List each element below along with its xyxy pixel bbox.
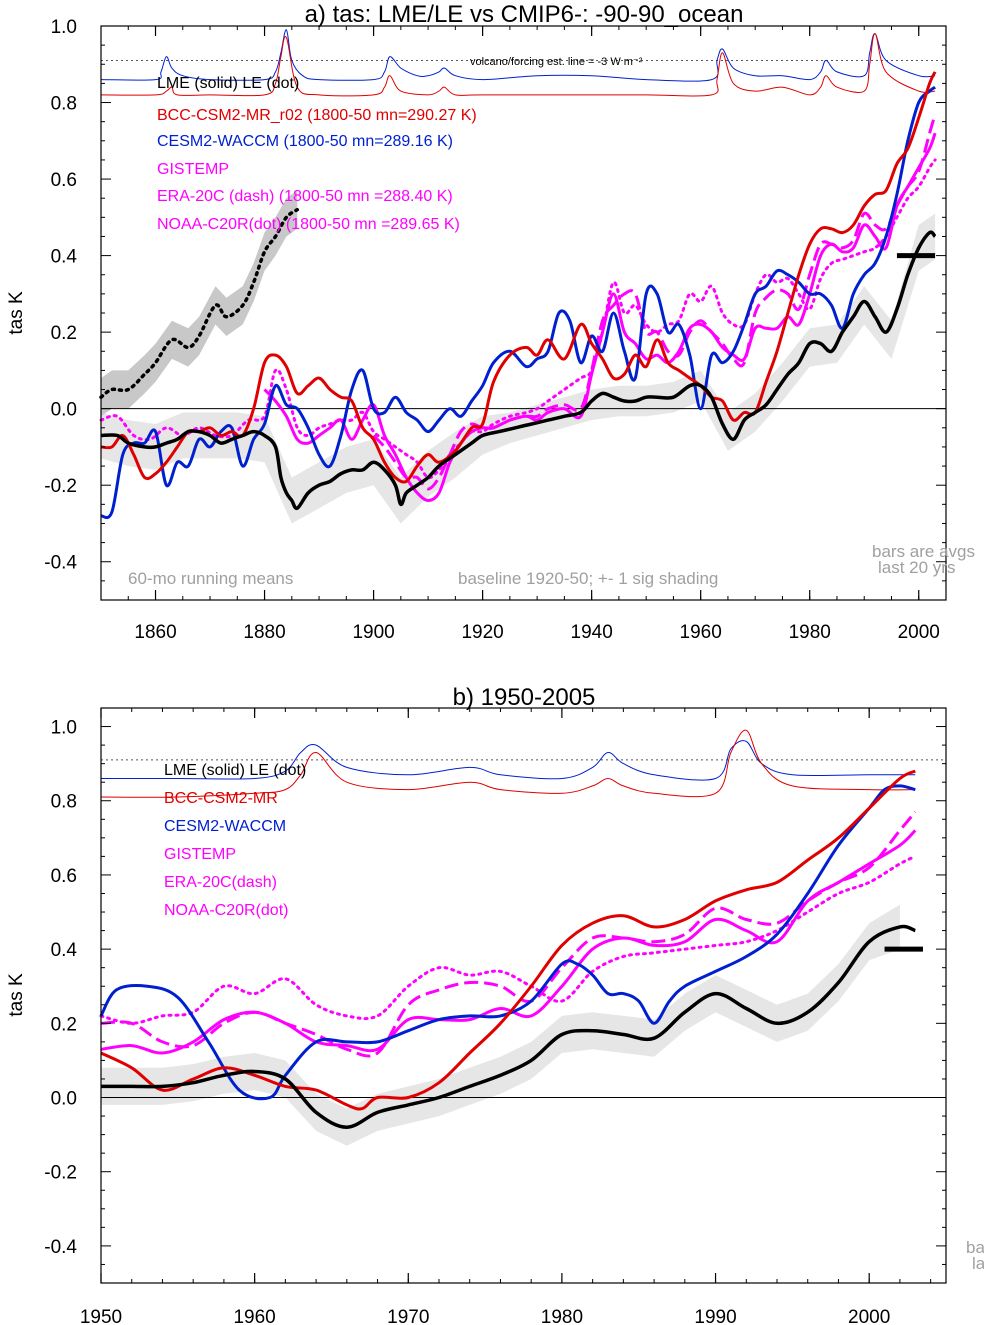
series-noaa-c20r [99,158,937,480]
panel-a-note-baseline: baseline 1920-50; +- 1 sig shading [458,569,718,588]
x-tick-label: 1960 [233,1307,275,1325]
panel-a-legend-cesm: CESM2-WACCM (1800-50 mn=289.16 K) [157,133,453,150]
y-tick-label: 0.2 [51,1014,77,1035]
y-tick-label: -0.4 [44,1237,77,1258]
panel-a-note-bars: bars are avgs [872,542,975,561]
panel-a-legend-gistemp: GISTEMP [157,161,229,178]
lme-sigma-band [101,904,900,1146]
y-tick-label: -0.2 [44,1163,77,1184]
volcano-forcing-bcc [100,33,936,97]
panel-b-ylabel: tas K [6,973,27,1017]
panel-a-legend-bcc: BCC-CSM2-MR_r02 (1800-50 mn=290.27 K) [157,107,477,124]
panel-a-note-last20: last 20 yrs [878,558,955,577]
y-tick-label: 0.2 [51,323,77,344]
series-bcc-csm2-mr [100,71,937,484]
y-tick-label: 0.4 [51,940,78,961]
panel-b-legend-bcc: BCC-CSM2-MR [164,790,278,807]
volcano-forcing-bcc [100,729,916,798]
y-tick-label: 0.0 [51,400,77,421]
x-tick-label: 1980 [541,1307,583,1325]
panel-b-axes: 1950 1960 1970 1980 1990 2000 -0.4 -0.2 0.0 0.2 0.… [44,708,946,1325]
panel-b-series [99,769,917,1129]
x-tick-label: 1990 [694,1307,736,1325]
y-tick-label: 0.8 [51,792,77,813]
x-tick-label: 1880 [243,622,285,643]
panel-b: b) 1950-2005 1950 1960 1970 1980 1990 2000 -0.… [6,684,984,1325]
lme-sigma-band [101,213,936,524]
x-tick-label: 1970 [387,1307,429,1325]
panel-a-legend-noaa: NOAA-C20R(dot) (1800-50 mn =289.65 K) [157,216,460,233]
panel-b-legend-noaa: NOAA-C20R(dot) [164,902,288,919]
x-tick-label: 1920 [461,622,503,643]
panel-a-legend-era20c: ERA-20C (dash) (1800-50 mn =288.40 K) [157,188,453,205]
x-tick-label: 1950 [80,1307,122,1325]
panel-a: a) tas: LME/LE vs CMIP6-: -90-90_ocean v… [6,1,975,643]
y-tick-label: 1.0 [51,718,77,739]
panel-b-legend-cesm: CESM2-WACCM [164,818,286,835]
x-tick-label: 1860 [134,622,176,643]
y-tick-label: 1.0 [51,17,77,38]
panel-b-legend-era20c: ERA-20C(dash) [164,874,277,891]
series-cesm2-waccm [100,85,937,520]
panel-b-frame [100,707,947,1284]
x-tick-label: 1980 [789,622,831,643]
series-era-20c [100,810,917,1058]
panel-a-legend-header: LME (solid) LE (dot) [157,75,299,92]
x-tick-label: 2000 [898,622,940,643]
y-tick-label: -0.4 [44,553,77,574]
y-tick-label: 0.8 [51,94,77,115]
panel-a-axes: 1860 1880 1900 1920 1940 1960 1980 2000 -0.4 -0.2… [44,17,947,643]
x-tick-label: 1960 [680,622,722,643]
panel-a-ylabel: tas K [6,291,27,335]
panel-a-legend: LME (solid) LE (dot) BCC-CSM2-MR_r02 (18… [157,75,477,233]
series-lme [101,924,916,1129]
y-tick-label: 0.6 [51,866,77,887]
panel-a-volcano-note: volcano/forcing est. line = -3 W m⁻² [470,56,643,68]
y-tick-label: 0.0 [51,1089,77,1110]
panel-b-volcano-forcing [100,729,946,798]
series-lme [100,230,937,511]
panel-b-note-bars: ba [966,1238,984,1257]
volcano-forcing-cesm [100,740,916,781]
panel-a-series [99,71,937,520]
series-era-20c [372,113,937,491]
panel-a-title: a) tas: LME/LE vs CMIP6-: -90-90_ocean [305,1,744,28]
y-tick-label: 0.4 [51,247,78,268]
x-tick-label: 2000 [848,1307,890,1325]
series-le [99,207,300,399]
panel-a-volcano-forcing [100,29,946,97]
panel-b-note-last20: la [972,1254,984,1273]
volcano-forcing-cesm [100,29,936,82]
panel-a-note-running-mean: 60-mo running means [128,569,293,588]
x-tick-label: 1940 [571,622,613,643]
y-tick-label: 0.6 [51,170,77,191]
y-tick-label: -0.2 [44,476,77,497]
series-cesm2-waccm [99,784,916,1101]
series-gistemp [100,829,917,1055]
x-tick-label: 1900 [352,622,394,643]
panel-b-legend: LME (solid) LE (dot) BCC-CSM2-MR CESM2-W… [164,762,306,919]
panel-a-sigma-shading [101,190,936,524]
le-sigma-band [101,190,298,417]
panel-b-legend-gistemp: GISTEMP [164,846,236,863]
panel-b-title: b) 1950-2005 [453,684,596,711]
panel-b-legend-header: LME (solid) LE (dot) [164,762,306,779]
panel-b-sigma-shading [101,904,900,1146]
